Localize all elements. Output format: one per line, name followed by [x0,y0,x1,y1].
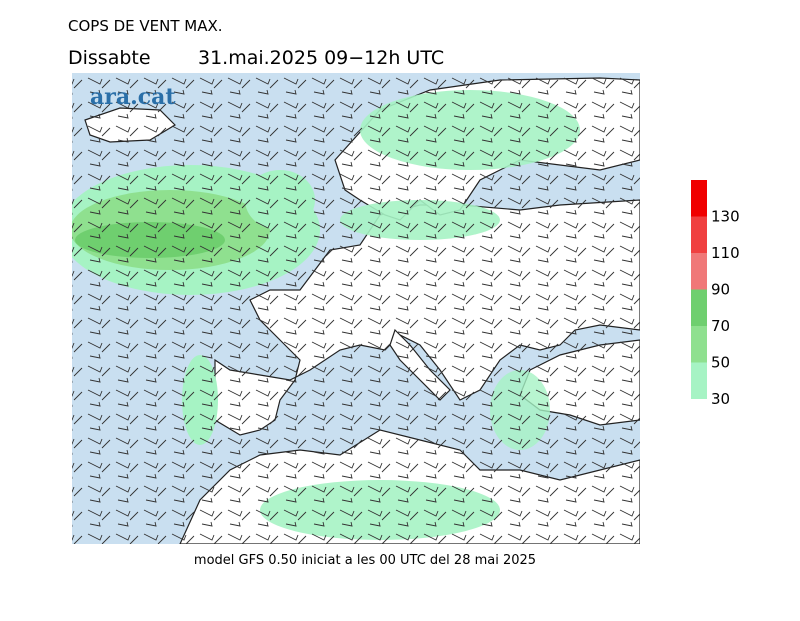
colorbar-label: 90 [711,281,730,299]
day: Dissabte [68,47,151,69]
colorbar: 30 50 70 90 110 130 [691,180,740,408]
colorbar-segment [691,289,707,326]
colorbar-label: 110 [711,244,740,262]
colorbar-segment [691,253,707,290]
colorbar-label: 50 [711,354,730,372]
date: 31.mai.2025 09−12h UTC [198,47,444,69]
logo: ara.cat [90,84,176,110]
colorbar-label: 30 [711,390,730,408]
colorbar-label: 70 [711,317,730,335]
map [72,73,640,544]
wind-barbs [72,73,640,544]
colorbar-segment [691,216,707,253]
colorbar-segment [691,180,707,217]
title: COPS DE VENT MAX. [68,17,223,35]
colorbar-label: 130 [711,208,740,226]
colorbar-segment [691,326,707,363]
footer: model GFS 0.50 iniciat a les 00 UTC del … [194,553,536,568]
colorbar-segment [691,362,707,399]
